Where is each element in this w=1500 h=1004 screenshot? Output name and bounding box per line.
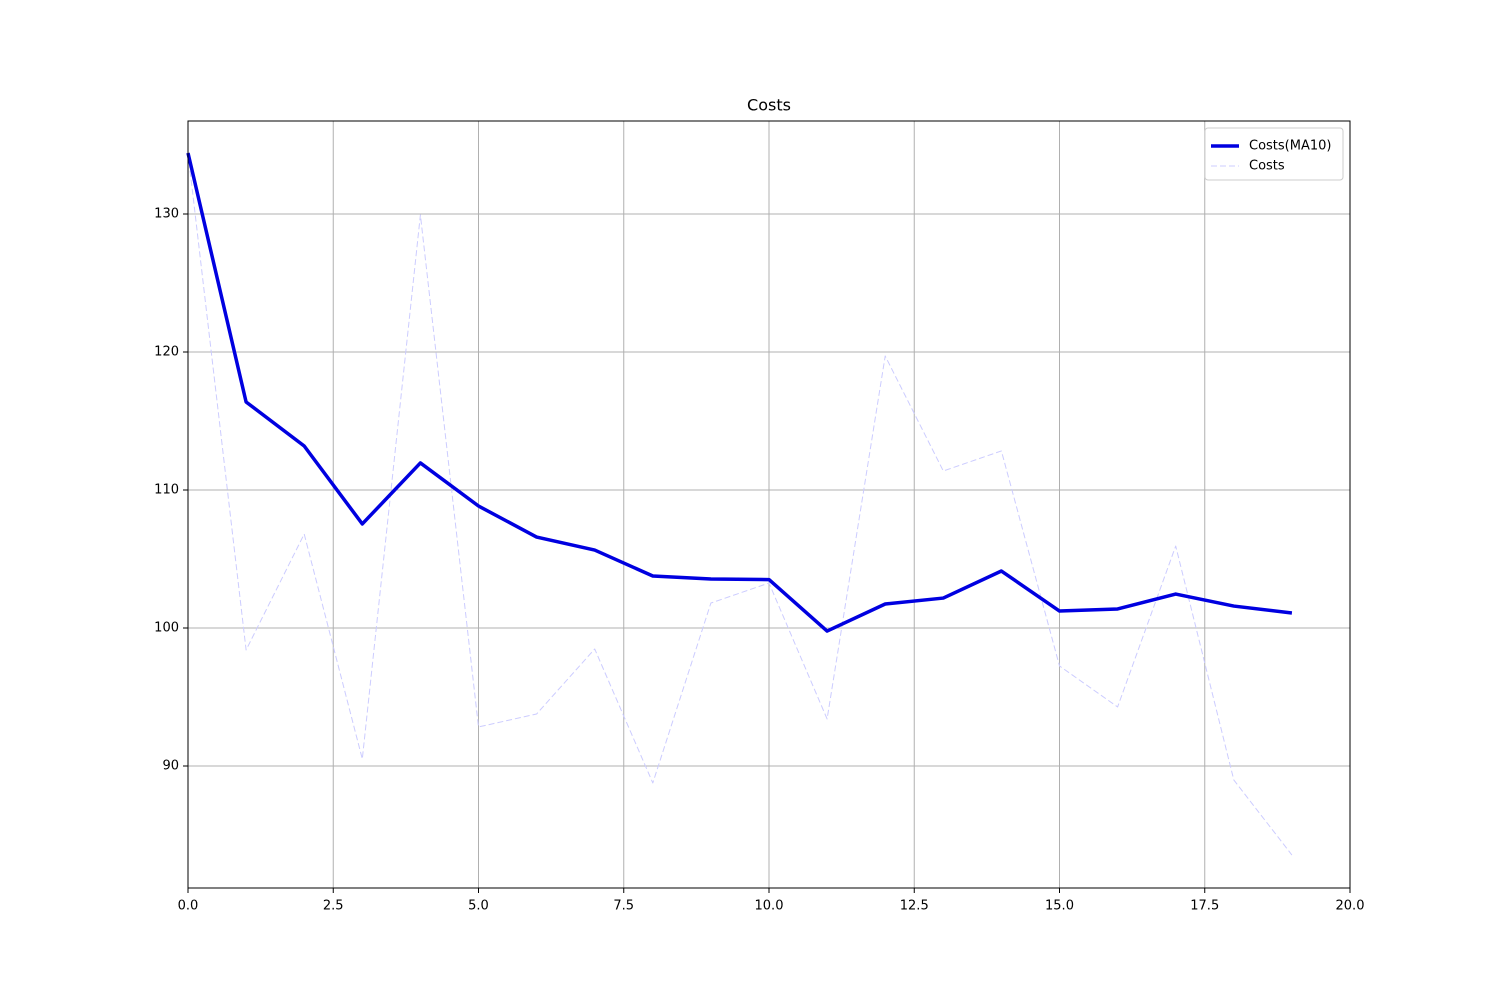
y-tick-label: 110 xyxy=(154,483,179,498)
x-tick-label: 2.5 xyxy=(323,899,344,914)
legend-label: Costs(MA10) xyxy=(1249,139,1331,154)
x-tick-label: 12.5 xyxy=(900,899,929,914)
x-tick-label: 5.0 xyxy=(468,899,489,914)
legend-label: Costs xyxy=(1249,159,1285,174)
x-tick-label: 10.0 xyxy=(755,899,784,914)
y-tick-label: 120 xyxy=(154,345,179,360)
y-tick-label: 100 xyxy=(154,621,179,636)
legend-box xyxy=(1204,127,1344,181)
y-tick-label: 130 xyxy=(154,207,179,222)
x-tick-label: 15.0 xyxy=(1045,899,1074,914)
x-tick-label: 20.0 xyxy=(1336,899,1365,914)
chart-title: Costs xyxy=(747,96,791,115)
y-tick-label: 90 xyxy=(162,759,179,774)
line-series xyxy=(187,152,1293,856)
plot-frame xyxy=(187,120,1351,889)
x-tick-label: 7.5 xyxy=(613,899,634,914)
line-series xyxy=(186,152,1293,633)
x-tick-label: 0.0 xyxy=(178,899,199,914)
x-tick-label: 17.5 xyxy=(1190,899,1219,914)
legend: Costs(MA10) Costs xyxy=(1204,127,1344,181)
